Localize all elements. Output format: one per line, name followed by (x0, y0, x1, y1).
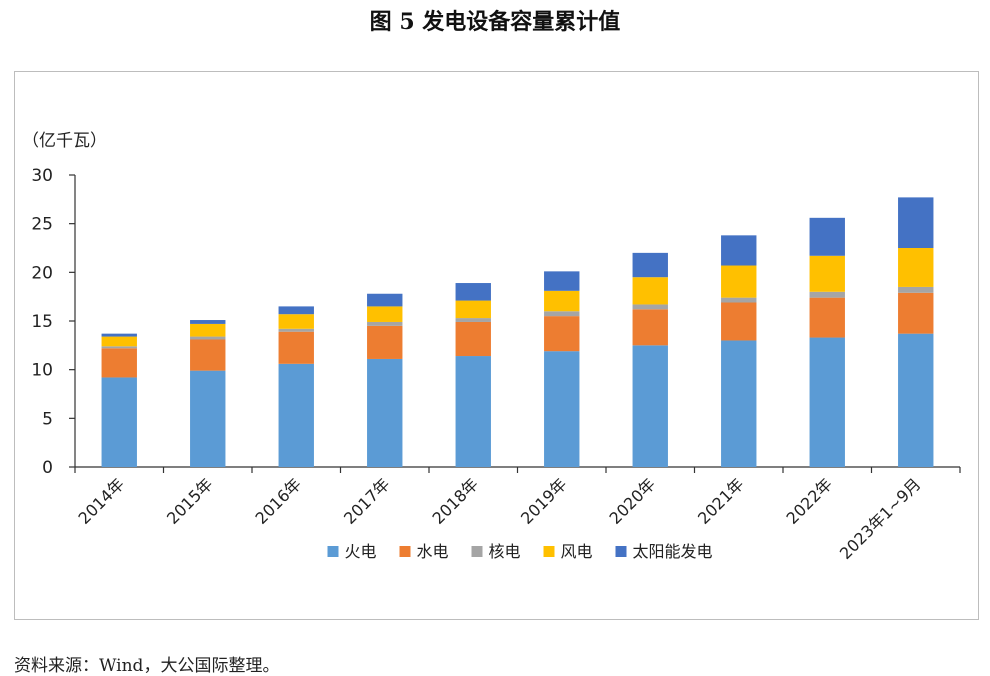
x-tick-label: 2016年 (252, 474, 306, 528)
bar-segment (898, 292, 934, 334)
bar-segment (721, 235, 757, 266)
y-tick-label: 25 (31, 215, 53, 235)
stacked-bar-chart: （亿千瓦） 0 5 10 15 20 25 30 2014年 2015年 2016年 2017年 201… (22, 131, 961, 563)
bar-segment (544, 271, 580, 291)
x-tick-label: 2018年 (429, 474, 483, 528)
bar-segment (721, 265, 757, 298)
legend-label: 风电 (561, 542, 593, 561)
bar-segment (101, 346, 137, 349)
y-tick-label: 15 (31, 312, 53, 332)
bar-segment (278, 363, 314, 467)
bar-segment (721, 302, 757, 341)
bar-segment (101, 348, 137, 378)
legend-label: 水电 (417, 542, 449, 561)
legend-label: 火电 (345, 542, 377, 561)
legend-swatch (543, 546, 555, 557)
chart-title: 图 5 发电设备容量累计值 (369, 9, 621, 35)
bar-segment (278, 314, 314, 329)
chart-frame (14, 71, 979, 620)
bar-segment (721, 340, 757, 467)
bar-segment (809, 217, 845, 256)
bar-segment (721, 297, 757, 303)
bar-segment (809, 255, 845, 292)
y-tick-label: 30 (31, 166, 53, 186)
bar-segment (455, 300, 491, 319)
bar-segment (190, 323, 226, 337)
x-tick-label: 2022年 (783, 474, 837, 528)
y-tick-label: 5 (42, 409, 53, 429)
bar-segment (278, 328, 314, 332)
legend-label: 核电 (489, 542, 521, 561)
y-unit-label: （亿千瓦） (22, 131, 107, 151)
bar-segment (632, 309, 668, 346)
bar-segment (278, 331, 314, 364)
bar-segment (367, 325, 403, 359)
source-note: 资料来源：Wind，大公国际整理。 (14, 656, 280, 676)
bar-segment (898, 286, 934, 293)
bar-segment (898, 333, 934, 467)
y-tick-label: 10 (31, 361, 53, 381)
bar-segment (544, 290, 580, 312)
bar-segment (544, 316, 580, 352)
bar-segment (632, 345, 668, 467)
y-tick-label: 20 (31, 263, 53, 283)
x-tick-label: 2017年 (340, 474, 394, 528)
bar-segment (632, 252, 668, 278)
bar-segment (898, 197, 934, 248)
bar-segment (190, 339, 226, 371)
y-tick-label: 0 (42, 458, 53, 478)
bar-segment (898, 248, 934, 287)
legend-swatch (399, 546, 411, 557)
bar-segment (367, 293, 403, 307)
legend-label: 太阳能发电 (633, 542, 713, 561)
bar-segment (101, 377, 137, 467)
x-tick-label: 2019年 (517, 474, 571, 528)
bar-segment (367, 306, 403, 322)
bar-segment (190, 336, 226, 340)
bar-segment (455, 283, 491, 301)
bar-segment (809, 337, 845, 467)
bar-segment (544, 311, 580, 317)
bar-segment (544, 351, 580, 467)
x-tick-label: 2020年 (606, 474, 660, 528)
bar-segment (455, 318, 491, 322)
bar-segment (632, 304, 668, 310)
bar-segment (190, 370, 226, 467)
bar-segment (101, 336, 137, 347)
legend-swatch (471, 546, 483, 557)
x-tick-label: 2014年 (75, 474, 129, 528)
bar-segment (367, 321, 403, 326)
bar-segment (101, 333, 137, 337)
legend-swatch (327, 546, 339, 557)
bar-segment (190, 320, 226, 324)
bar-segment (455, 356, 491, 467)
bar-segment (455, 321, 491, 357)
bar-segment (278, 306, 314, 315)
x-tick-label: 2023年1~9月 (836, 474, 925, 563)
bar-segment (632, 277, 668, 305)
x-tick-label: 2021年 (694, 474, 748, 528)
x-tick-label: 2015年 (163, 474, 217, 528)
bar-segment (809, 291, 845, 298)
legend-swatch (615, 546, 627, 557)
bar-segment (809, 297, 845, 338)
bar-segment (367, 358, 403, 467)
